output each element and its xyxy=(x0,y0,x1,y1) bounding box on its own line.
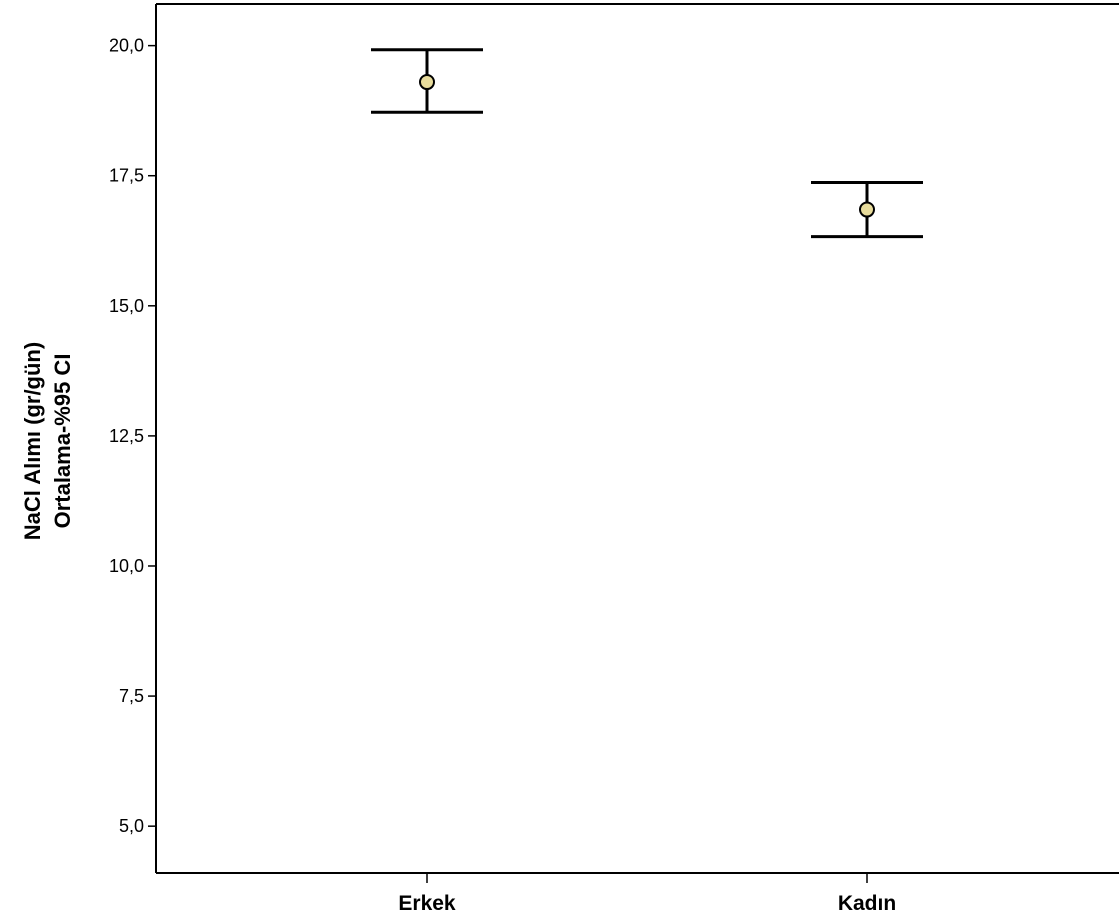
error-bar-group xyxy=(371,48,483,114)
mean-marker xyxy=(419,74,435,91)
error-bar-group xyxy=(811,180,923,239)
y-tick-label: 5,0 xyxy=(119,816,144,836)
x-tick-label: Kadın xyxy=(838,892,896,915)
error-bars xyxy=(371,48,923,239)
y-tick-label: 10,0 xyxy=(109,556,144,576)
y-axis-title-line-2: Ortalama-%95 CI xyxy=(50,354,75,529)
x-tick-label: Erkek xyxy=(398,892,456,915)
y-axis-title: NaCl Alımı (gr/gün) Ortalama-%95 CI xyxy=(20,342,75,540)
mean-marker xyxy=(859,201,875,218)
axes xyxy=(155,3,1119,874)
y-tick-label: 7,5 xyxy=(119,686,144,706)
x-ticks: Erkek Kadın xyxy=(398,873,896,915)
y-axis-title-line-1: NaCl Alımı (gr/gün) xyxy=(20,342,45,540)
y-tick-label: 15,0 xyxy=(109,296,144,316)
y-ticks: 5,0 7,5 10,0 12,5 15,0 17,5 20,0 xyxy=(109,36,156,836)
y-tick-label: 20,0 xyxy=(109,36,144,56)
y-tick-label: 17,5 xyxy=(109,166,144,186)
y-tick-label: 12,5 xyxy=(109,426,144,446)
